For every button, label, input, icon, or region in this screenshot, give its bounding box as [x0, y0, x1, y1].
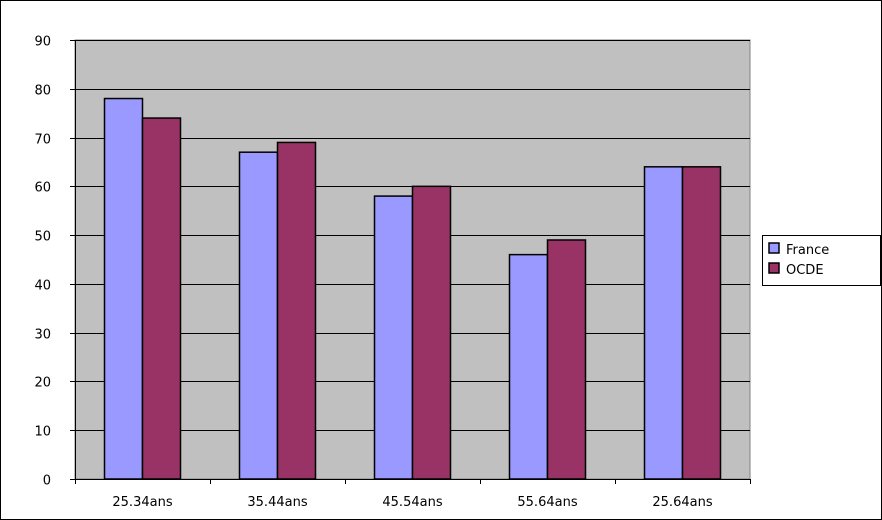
legend-swatch-france: [768, 242, 780, 254]
bar-ocde-25.64ans: [681, 166, 722, 480]
bar-france-55.64ans: [508, 253, 549, 480]
x-tick-label: 25.34ans: [112, 495, 172, 510]
bar-ocde-55.64ans: [546, 239, 587, 480]
y-tick-label: 30: [34, 328, 51, 343]
y-tick-label: 0: [43, 474, 51, 489]
bar-france-35.44ans: [238, 151, 279, 480]
x-tick-label: 55.64ans: [517, 495, 577, 510]
bar-france-25.34ans: [103, 97, 144, 480]
x-tick-label: 45.54ans: [382, 495, 442, 510]
y-tick-label: 70: [34, 133, 51, 148]
bar-ocde-45.54ans: [411, 185, 452, 480]
y-tick-label: 20: [34, 376, 51, 391]
legend-label-france: France: [786, 243, 829, 258]
legend-swatch-ocde: [768, 262, 780, 274]
bar-france-45.54ans: [373, 195, 414, 480]
y-tick-label: 50: [34, 230, 51, 245]
legend-label-ocde: OCDE: [786, 263, 824, 278]
y-tick-label: 40: [34, 279, 51, 294]
x-tick-label: 35.44ans: [247, 495, 307, 510]
legend-box: [762, 235, 881, 286]
bar-ocde-25.34ans: [141, 117, 182, 480]
y-tick-label: 90: [34, 35, 51, 50]
bar-ocde-35.44ans: [276, 141, 317, 480]
x-tick-label: 25.64ans: [652, 495, 712, 510]
y-tick-label: 60: [34, 181, 51, 196]
x-axis: 25.34ans 35.44ans 45.54ans 55.64ans 25.64ans: [75, 479, 751, 510]
y-tick-label: 10: [34, 425, 51, 440]
y-axis: 0 10 20 30 40 50 60 70 80 90: [34, 35, 76, 489]
bar-france-25.64ans: [643, 166, 684, 480]
bars-group: [103, 97, 722, 480]
y-tick-label: 80: [34, 84, 51, 99]
legend: France OCDE: [762, 235, 881, 286]
